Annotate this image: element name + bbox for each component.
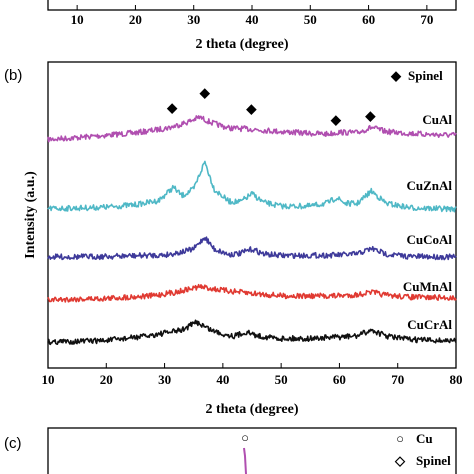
- panel-b-x-tick-label: 10: [42, 372, 55, 387]
- panel-b-x-axis-title: 2 theta (degree): [205, 402, 298, 417]
- panel-b-x-tick-label: 50: [275, 372, 288, 387]
- panel-b-legend-label: Spinel: [408, 68, 443, 83]
- series-line-cucral: [47, 319, 457, 346]
- panel-c-legend-marker-cu: ○: [396, 431, 404, 446]
- panel-c-peak-marker: ○: [241, 430, 249, 445]
- panel-c-legend-label-cu: Cu: [416, 431, 433, 446]
- panel-b-y-axis-title: Intensity (a.u.): [23, 171, 38, 259]
- panel-a-x-tick-label: 70: [420, 12, 433, 27]
- panel-b-plot-frame: [47, 61, 457, 369]
- series-label-cual: CuAl: [422, 112, 452, 127]
- panel-a-x-tick-label: 30: [187, 12, 200, 27]
- panel-c-legend-marker-spinel: ◇: [394, 453, 406, 468]
- spinel-marker: ◆: [364, 108, 376, 123]
- panel-c-series-group: [243, 447, 247, 474]
- panel-b-x-tick-label: 60: [333, 372, 346, 387]
- panel-b-x-tick-label: 80: [450, 372, 463, 387]
- series-line-cuznal: [47, 160, 457, 213]
- panel-a-x-axis-title: 2 theta (degree): [195, 37, 288, 52]
- panel-b-x-tick-label: 20: [100, 372, 113, 387]
- panel-a-x-tick-label: 10: [71, 12, 84, 27]
- panel-c-series-line: [243, 447, 247, 474]
- panel-a-x-tick-label: 50: [304, 12, 317, 27]
- series-label-cuznal: CuZnAl: [406, 178, 452, 193]
- panel-c: (c) ○ ○ Cu ◇ Spinel: [4, 427, 457, 474]
- panel-c-label: (c): [4, 435, 22, 452]
- series-label-cucoal: CuCoAl: [406, 232, 452, 247]
- panel-b-x-tick-label: 40: [216, 372, 229, 387]
- panel-c-legend-label-spinel: Spinel: [416, 453, 451, 468]
- spinel-marker: ◆: [166, 100, 178, 115]
- panel-b-spinel-markers: ◆ ◆ ◆ ◆ ◆: [166, 85, 376, 127]
- panel-b: (b) Intensity (a.u.) 2 theta (degree) ◆ …: [4, 61, 463, 417]
- series-line-cual: [47, 115, 457, 143]
- panel-b-x-axis: 10 20 30 40 50 60 70 80: [42, 363, 463, 387]
- series-line-cucoal: [47, 236, 457, 261]
- panel-a-x-axis: 10 20 30 40 50 60 70: [47, 0, 457, 27]
- spinel-marker: ◆: [199, 85, 211, 100]
- panel-b-series-group: [47, 115, 457, 346]
- series-label-cucral: CuCrAl: [407, 317, 452, 332]
- panel-a-x-tick-label: 40: [246, 12, 259, 27]
- panel-b-x-tick-label: 30: [158, 372, 171, 387]
- panel-b-series-labels: CuAl CuZnAl CuCoAl CuMnAl CuCrAl: [403, 112, 453, 332]
- panel-b-legend-marker: ◆: [390, 68, 402, 83]
- series-label-cumnal: CuMnAl: [403, 279, 453, 294]
- panel-c-legend: ○ Cu ◇ Spinel: [394, 431, 451, 468]
- panel-a-x-tick-label: 60: [362, 12, 375, 27]
- spinel-marker: ◆: [245, 101, 257, 116]
- spinel-marker: ◆: [330, 112, 342, 127]
- panel-a-x-tick-label: 20: [129, 12, 142, 27]
- panel-b-legend: ◆ Spinel: [390, 68, 443, 83]
- series-line-cumnal: [47, 283, 457, 303]
- panel-c-plot-frame: [47, 427, 457, 474]
- panel-b-x-tick-label: 70: [391, 372, 404, 387]
- panel-a: 10 20 30 40 50 60 70 2 theta (degree): [47, 0, 457, 52]
- panel-b-label: (b): [4, 67, 22, 84]
